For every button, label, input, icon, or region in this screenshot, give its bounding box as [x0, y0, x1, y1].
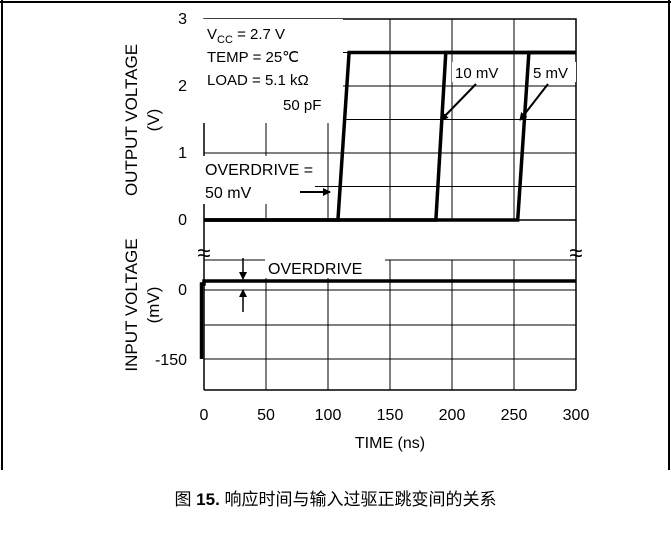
- series-layer: [199, 50, 576, 359]
- overdrive-input-label-bg: [265, 258, 385, 278]
- output-ytick-1: 1: [178, 145, 187, 162]
- xtick-250: 250: [501, 407, 528, 424]
- output-ylabel: OUTPUT VOLTAGE: [122, 44, 141, 196]
- response-time-chart: OUTPUT VOLTAGE (V) INPUT VOLTAGE (mV) 0 …: [0, 0, 671, 470]
- overdrive-input-label: OVERDRIVE: [268, 261, 362, 278]
- condition-temp: TEMP = 25℃: [207, 49, 299, 66]
- condition-cap: 50 pF: [283, 97, 321, 114]
- arrow-10mv: [440, 83, 477, 121]
- overdrive-50-label-bg: [203, 156, 315, 204]
- output-ytick-0: 0: [178, 212, 187, 229]
- input-ylabel: INPUT VOLTAGE: [122, 238, 141, 371]
- output-series-2: [204, 50, 576, 222]
- condition-load: LOAD = 5.1 kΩ: [207, 72, 309, 89]
- xtick-50: 50: [257, 407, 275, 424]
- conditions-box: [203, 19, 343, 123]
- input-ytick-0: 0: [178, 282, 187, 299]
- caption-prefix: 图: [174, 490, 197, 509]
- caption-text: 响应时间与输入过驱正跳变间的关系: [219, 490, 497, 509]
- xtick-150: 150: [377, 407, 404, 424]
- axis-break-left: ≈: [197, 240, 210, 267]
- input-ytick-neg150: -150: [155, 352, 187, 369]
- output-ylabel-unit: (V): [144, 109, 163, 132]
- label-10mv: 10 mV: [455, 65, 498, 82]
- x-axis-title: TIME (ns): [355, 435, 425, 452]
- input-ylabel-unit: (mV): [144, 287, 163, 324]
- xtick-0: 0: [200, 407, 209, 424]
- axis-break-right: ≈: [569, 240, 582, 267]
- condition-vcc: VCC = 2.7 V: [207, 26, 285, 46]
- caption-number: 15.: [196, 490, 220, 509]
- xtick-200: 200: [439, 407, 466, 424]
- xtick-100: 100: [315, 407, 342, 424]
- xtick-300: 300: [563, 407, 590, 424]
- output-ytick-3: 3: [178, 11, 187, 28]
- figure-caption: 图 15. 响应时间与输入过驱正跳变间的关系: [0, 485, 671, 510]
- overdrive-50-label-line1: OVERDRIVE =: [205, 162, 313, 179]
- overdrive-50-label-line2: 50 mV: [205, 185, 252, 202]
- label-5mv-bg: [530, 62, 576, 82]
- input-series: [199, 279, 576, 359]
- label-5mv: 5 mV: [533, 65, 568, 82]
- output-ytick-2: 2: [178, 78, 187, 95]
- label-10mv-bg: [452, 62, 508, 82]
